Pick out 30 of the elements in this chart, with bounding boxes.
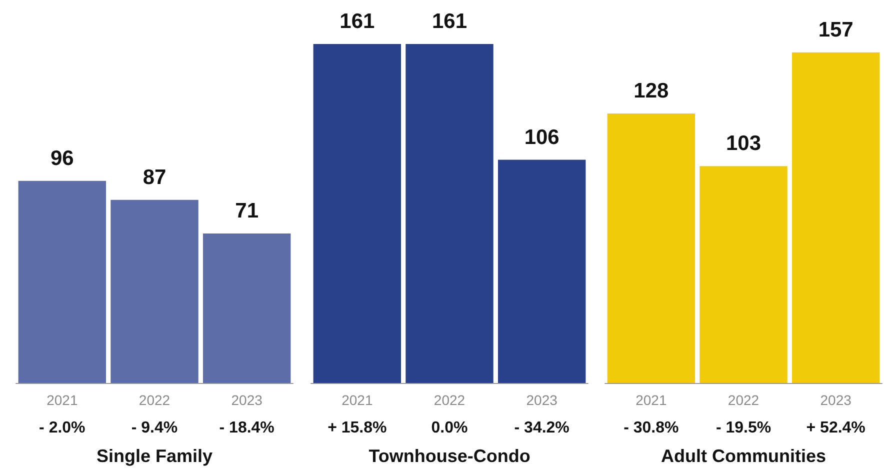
x-tick-label: 2021: [341, 392, 373, 408]
x-axis-title: Single Family: [96, 446, 213, 466]
x-axis-title: Adult Communities: [661, 446, 826, 466]
text: - 19.5%: [716, 420, 772, 436]
x-tick-label: 2021: [636, 392, 668, 408]
text: + 52.4%: [806, 420, 866, 436]
x-tick-label: 2022: [434, 392, 465, 408]
data-label: 71: [235, 200, 259, 223]
text: + 15.8%: [327, 420, 386, 436]
text: - 30.8%: [624, 420, 680, 436]
data-label: 87: [142, 166, 166, 189]
x-tick-label: 2021: [46, 392, 78, 408]
x-tick-label: 2022: [728, 392, 760, 408]
text: - 9.4%: [131, 420, 178, 436]
data-label: 161: [432, 10, 467, 33]
x-tick-label: 2023: [526, 392, 558, 408]
data-label: 157: [818, 18, 854, 42]
x-tick-label: 2023: [231, 392, 263, 408]
text: - 34.2%: [514, 420, 570, 436]
x-tick-label: 2023: [820, 392, 852, 408]
text: 0.0%: [430, 420, 468, 436]
data-label: 103: [726, 132, 762, 156]
text: - 18.4%: [219, 420, 274, 436]
data-label: 96: [50, 146, 74, 170]
data-label: 128: [634, 79, 670, 102]
text: - 2.0%: [39, 420, 86, 436]
data-label: 161: [339, 10, 375, 33]
x-axis-title: Townhouse-Condo: [368, 446, 530, 466]
x-tick-label: 2022: [138, 392, 170, 408]
data-label: 106: [524, 126, 560, 149]
